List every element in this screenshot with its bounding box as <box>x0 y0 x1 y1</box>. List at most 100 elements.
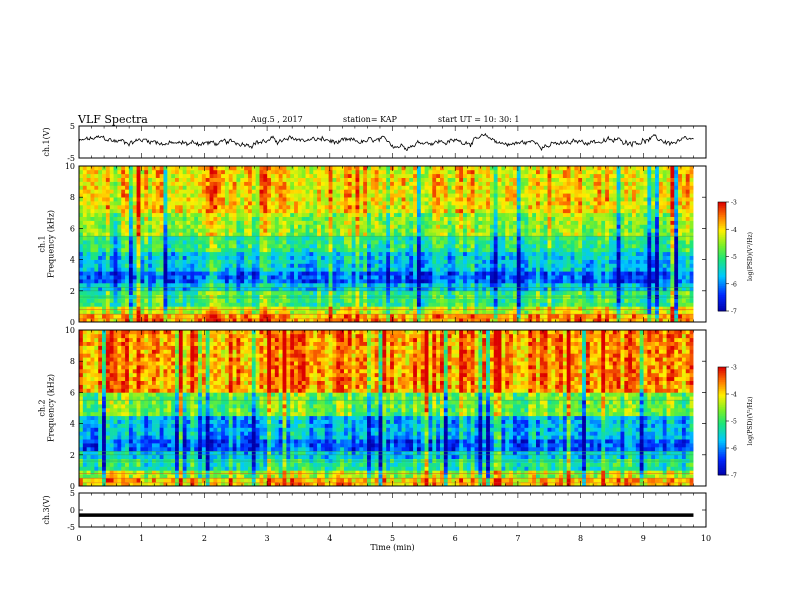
spectrogram-cell <box>201 298 207 303</box>
spectrogram-cell <box>201 275 207 280</box>
spectrogram-cell <box>267 169 272 175</box>
spectrogram-cell <box>440 216 445 221</box>
spectrogram-cell <box>359 283 364 288</box>
spectrogram-cell <box>194 263 199 268</box>
spectrogram-cell <box>224 298 230 303</box>
spectrogram-cell <box>328 201 333 206</box>
spectrogram-cell <box>424 177 429 182</box>
spectrogram-cell <box>217 228 222 233</box>
spectrogram-cell <box>171 247 176 253</box>
spectrogram-cell <box>94 240 99 245</box>
spectrogram-cell <box>343 177 349 182</box>
spectrogram-cell <box>90 318 95 323</box>
spectrogram-cell <box>228 263 233 268</box>
spectrogram-cell <box>317 247 322 253</box>
spectrogram-cell <box>290 201 295 206</box>
spectrogram-cell <box>424 212 429 217</box>
spectrogram-cell <box>455 290 460 295</box>
spectrogram-cell <box>320 181 326 186</box>
spectrogram-cell <box>478 216 483 221</box>
spectrogram-cell <box>224 306 230 311</box>
spectrogram-cell <box>240 193 245 198</box>
spectrogram-cell <box>228 279 233 284</box>
spectrogram-cell <box>125 220 130 225</box>
spectrogram-cell <box>136 185 141 190</box>
spectrogram-cell <box>424 205 429 210</box>
spectrogram-cell <box>198 193 203 198</box>
spectrogram-cell <box>282 251 287 256</box>
spectrogram-cell <box>121 271 126 276</box>
spectrogram-cell <box>178 267 183 272</box>
spectrogram-cell <box>336 306 341 311</box>
spectrogram-cell <box>532 251 537 256</box>
spectrogram-cell <box>182 310 187 315</box>
spectrogram-cell <box>221 263 226 268</box>
spectrogram-cell <box>363 310 368 315</box>
spectrogram-cell <box>405 228 410 233</box>
spectrogram-cell <box>98 236 103 241</box>
spectrogram-cell <box>167 310 172 315</box>
spectrogram-cell <box>447 181 452 186</box>
spectrogram-cell <box>440 189 445 194</box>
spectrogram-cell <box>359 314 364 319</box>
spectrogram-cell <box>382 263 387 268</box>
spectrogram-cell <box>259 232 264 237</box>
spectrogram-cell <box>440 232 445 237</box>
spectrogram-cell <box>524 279 529 284</box>
spectrogram-cell <box>121 275 126 280</box>
spectrogram-cell <box>301 244 306 249</box>
spectrogram-cell <box>159 275 164 280</box>
spectrogram-cell <box>263 224 268 229</box>
spectrogram-cell <box>363 228 368 233</box>
spectrogram-cell <box>98 263 103 268</box>
spectrogram-cell <box>424 201 429 206</box>
spectrogram-cell <box>144 220 149 225</box>
spectrogram-cell <box>332 169 337 175</box>
spectrogram-cell <box>455 298 460 303</box>
spectrogram-cell <box>501 259 506 264</box>
spectrogram-cell <box>470 302 475 307</box>
spectrogram-cell <box>82 240 87 245</box>
spectrogram-cell <box>190 306 195 311</box>
spectrogram-cell <box>386 318 391 323</box>
spectrogram-cell <box>328 197 333 202</box>
spectrogram-cell <box>436 169 441 175</box>
spectrogram-cell <box>497 216 502 221</box>
spectrogram-cell <box>486 197 491 202</box>
spectrogram-cell <box>228 193 233 198</box>
spectrogram-cell <box>382 185 387 190</box>
spectrogram-cell <box>443 290 448 295</box>
spectrogram-cell <box>355 310 360 315</box>
spectrogram-cell <box>386 193 391 198</box>
spectrogram-cell <box>332 286 337 292</box>
spectrogram-cell <box>397 318 402 323</box>
spectrogram-cell <box>117 201 122 206</box>
spectrogram-cell <box>455 302 460 307</box>
spectrogram-cell <box>489 279 495 284</box>
spectrogram-cell <box>370 189 376 194</box>
spectrogram-cell <box>520 181 525 186</box>
spectrogram-cell <box>251 169 256 175</box>
spectrogram-cell <box>382 212 387 217</box>
spectrogram-cell <box>278 197 283 202</box>
spectrogram-cell <box>543 271 548 276</box>
spectrogram-cell <box>286 240 291 245</box>
spectrogram-cell <box>505 271 510 276</box>
spectrogram-cell <box>232 275 237 280</box>
spectrogram-cell <box>194 232 199 237</box>
spectrogram-cell <box>140 236 145 241</box>
spectrogram-cell <box>178 255 183 260</box>
spectrogram-cell <box>497 177 502 182</box>
spectrogram-cell <box>447 259 452 264</box>
spectrogram-cell <box>167 306 172 311</box>
spectrogram-cell <box>121 302 126 307</box>
spectrogram-cell <box>190 189 195 194</box>
spectrogram-cell <box>451 177 456 182</box>
spectrogram-cell <box>413 255 418 260</box>
spectrogram-cell <box>232 228 237 233</box>
spectrogram-cell <box>416 283 422 288</box>
spectrogram-cell <box>428 310 433 315</box>
spectrogram-cell <box>228 205 233 210</box>
spectrogram-cell <box>413 208 418 214</box>
spectrogram-cell <box>509 290 514 295</box>
